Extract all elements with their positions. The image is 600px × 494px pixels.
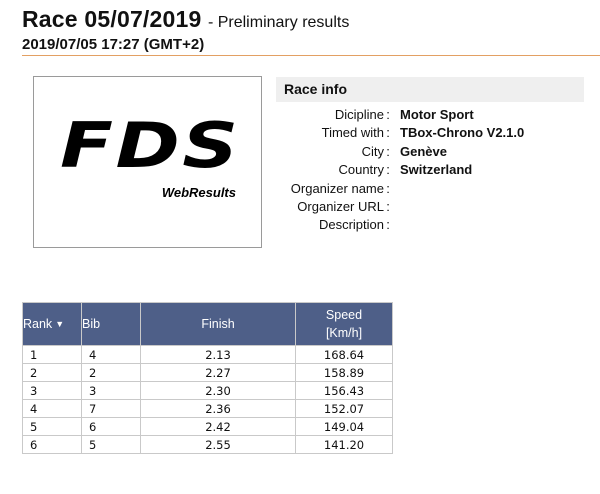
info-label: Country (338, 162, 384, 178)
race-info-row: Dicipline : Motor Sport (276, 106, 584, 124)
finish-cell: 2.13 (140, 345, 296, 364)
sort-down-icon: ▼ (55, 319, 65, 329)
column-header-speed[interactable]: Speed [Km/h] (295, 302, 393, 346)
race-info-row: City : Genève (276, 143, 584, 161)
bib-cell: 7 (81, 399, 141, 418)
results-header-row: Rank ▼ Bib Finish Speed [Km/h] (22, 302, 393, 346)
info-value: Motor Sport (400, 107, 474, 122)
speed-cell: 156.43 (295, 381, 393, 400)
rank-cell: 3 (22, 381, 82, 400)
rank-cell: 1 (22, 345, 82, 364)
finish-cell: 2.55 (140, 435, 296, 454)
info-separator: : (386, 162, 390, 178)
results-body: 1 4 2.13 168.64 2 2 2.27 158.89 3 3 2.30 156.43 4 7 2.… (22, 345, 393, 454)
info-value: TBox-Chrono V2.1.0 (400, 125, 525, 141)
info-value (392, 198, 400, 216)
speed-cell: 168.64 (295, 345, 393, 364)
table-row: 4 7 2.36 152.07 (22, 399, 393, 418)
finish-cell: 2.30 (140, 381, 296, 400)
race-info-row: Timed with : TBox-Chrono V2.1.0 (276, 124, 584, 142)
title-line: Race 05/07/2019 - Preliminary results (22, 6, 600, 33)
info-label: Dicipline (334, 107, 384, 122)
speed-cell: 158.89 (295, 363, 393, 382)
column-header-label: Finish (201, 317, 235, 331)
race-info-row: Description : (276, 216, 584, 234)
table-row: 5 6 2.42 149.04 (22, 417, 393, 436)
header-divider (22, 55, 600, 56)
info-value (392, 180, 400, 198)
race-info-list: Dicipline : Motor Sport Timed with : TBo… (276, 106, 584, 235)
info-separator: : (386, 180, 390, 196)
column-header-unit: [Km/h] (325, 326, 363, 340)
bib-cell: 5 (81, 435, 141, 454)
table-row: 3 3 2.30 156.43 (22, 381, 393, 400)
finish-cell: 2.36 (140, 399, 296, 418)
bib-cell: 6 (81, 417, 141, 436)
rank-cell: 2 (22, 363, 82, 382)
info-separator: : (386, 198, 390, 214)
info-label: Organizer URL (297, 198, 384, 214)
logo-subtitle: WebResults (161, 185, 236, 200)
results-table: Rank ▼ Bib Finish Speed [Km/h] 1 4 2.13 168.… (22, 302, 393, 454)
column-header-bib[interactable]: Bib (81, 302, 141, 346)
rank-cell: 4 (22, 399, 82, 418)
race-info-heading: Race info (276, 77, 584, 102)
info-value: Genève (400, 143, 447, 159)
table-row: 2 2 2.27 158.89 (22, 363, 393, 382)
bib-cell: 4 (81, 345, 141, 364)
race-info-panel: Race info Dicipline : Motor Sport Timed … (276, 77, 584, 235)
info-value: Switzerland (400, 162, 473, 178)
table-row: 6 5 2.55 141.20 (22, 435, 393, 454)
race-info-row: Organizer name : (276, 180, 584, 198)
race-info-row: Organizer URL : (276, 198, 584, 216)
race-title: Race 05/07/2019 (22, 6, 202, 32)
logo: FDS WebResults (33, 76, 262, 248)
info-label: Organizer name (290, 180, 384, 196)
bib-cell: 2 (81, 363, 141, 382)
column-header-label: Speed (325, 308, 363, 322)
finish-cell: 2.42 (140, 417, 296, 436)
page-header: Race 05/07/2019 - Preliminary results 20… (22, 6, 600, 53)
table-row: 1 4 2.13 168.64 (22, 345, 393, 364)
info-label: Timed with (321, 125, 384, 141)
info-separator: : (386, 143, 390, 159)
bib-cell: 3 (81, 381, 141, 400)
info-separator: : (386, 217, 390, 233)
column-header-finish[interactable]: Finish (140, 302, 296, 346)
info-value (392, 216, 400, 234)
info-separator: : (386, 125, 390, 141)
speed-cell: 149.04 (295, 417, 393, 436)
speed-cell: 152.07 (295, 399, 393, 418)
race-datetime: 2019/07/05 17:27 (GMT+2) (22, 36, 205, 53)
rank-cell: 5 (22, 417, 82, 436)
column-header-label: Rank (23, 317, 53, 331)
finish-cell: 2.27 (140, 363, 296, 382)
race-info-row: Country : Switzerland (276, 161, 584, 179)
speed-cell: 141.20 (295, 435, 393, 454)
column-header-rank[interactable]: Rank ▼ (22, 302, 82, 346)
rank-cell: 6 (22, 435, 82, 454)
info-label: Description (318, 217, 384, 233)
column-header-label: Bib (82, 317, 101, 331)
race-subtitle: - Preliminary results (207, 14, 350, 31)
info-separator: : (386, 107, 390, 122)
info-label: City (361, 143, 384, 159)
logo-mark: FDS (60, 109, 241, 182)
